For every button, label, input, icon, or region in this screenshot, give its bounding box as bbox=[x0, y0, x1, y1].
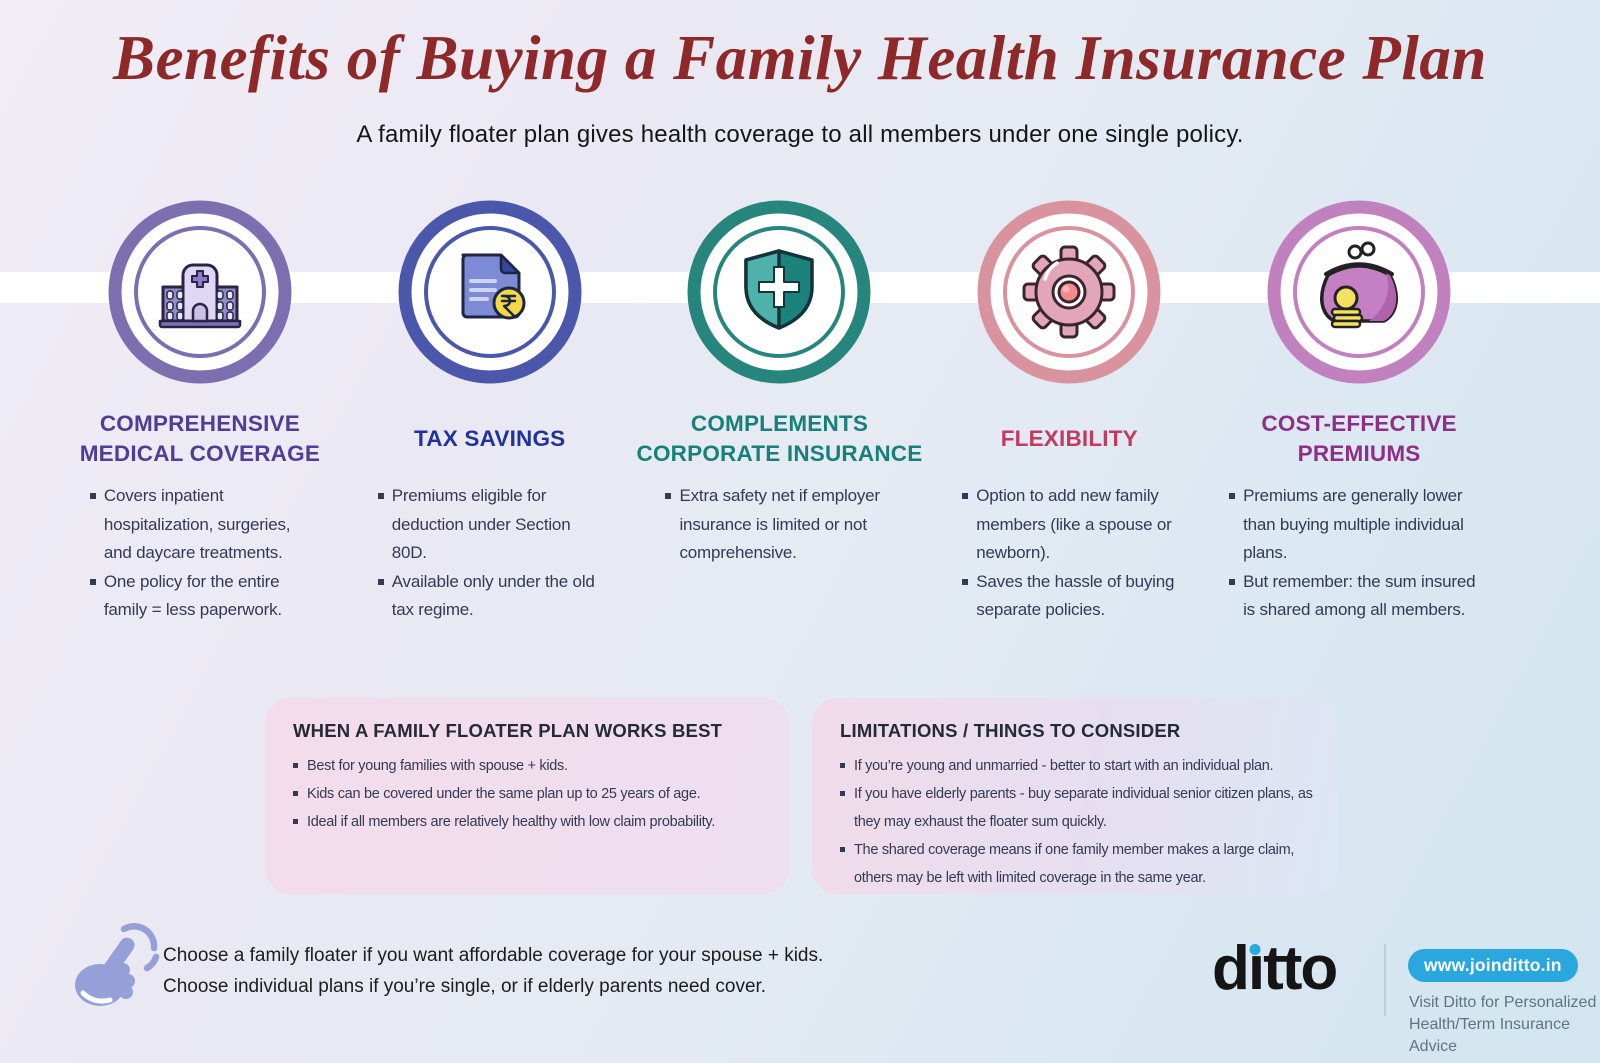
benefit-column-corporate-insurance: COMPLEMENTS CORPORATE INSURANCE Extra sa… bbox=[635, 199, 925, 625]
benefit-bullet: Saves the hassle of buying separate poli… bbox=[962, 568, 1176, 625]
benefits-row: COMPREHENSIVE MEDICAL COVERAGE Covers in… bbox=[0, 199, 1600, 625]
benefit-bullets: Premiums eligible for deduction under Se… bbox=[377, 482, 602, 625]
benefit-column-flexibility: FLEXIBILITY Option to add new family mem… bbox=[924, 199, 1214, 625]
benefit-bullet: Covers inpatient hospitalization, surger… bbox=[89, 482, 310, 568]
logo-i: ı bbox=[1248, 938, 1265, 1000]
box-bullet: Best for young families with spouse + ki… bbox=[293, 752, 771, 780]
benefit-bullets: Premiums are generally lower than buying… bbox=[1229, 482, 1489, 625]
benefit-title-line: COMPLEMENTS bbox=[690, 411, 869, 436]
pointer-hand-icon bbox=[66, 920, 166, 1015]
benefit-bullet: Available only under the old tax regime. bbox=[377, 568, 602, 625]
benefit-title-line: FLEXIBILITY bbox=[1000, 426, 1138, 451]
benefit-column-medical-coverage: COMPREHENSIVE MEDICAL COVERAGE Covers in… bbox=[55, 199, 345, 625]
page-subtitle: A family floater plan gives health cover… bbox=[356, 121, 1244, 148]
box-bullet: The shared coverage means if one family … bbox=[840, 836, 1320, 892]
box-bullet: If you have elderly parents - buy separa… bbox=[840, 780, 1320, 836]
tagline-line: Health/Term Insurance Advice bbox=[1409, 1016, 1570, 1055]
box-bullet: Kids can be covered under the same plan … bbox=[293, 780, 771, 808]
benefit-bullet: Option to add new family members (like a… bbox=[962, 482, 1176, 568]
benefit-bullets: Extra safety net if employer insurance i… bbox=[665, 482, 893, 568]
benefit-title: COST-EFFECTIVE PREMIUMS bbox=[1261, 403, 1456, 475]
hospital-icon bbox=[107, 199, 293, 385]
benefit-bullets: Covers inpatient hospitalization, surger… bbox=[89, 482, 310, 625]
benefit-title: COMPLEMENTS CORPORATE INSURANCE bbox=[637, 403, 923, 475]
benefit-title-line: COMPREHENSIVE bbox=[99, 411, 300, 436]
benefit-title: TAX SAVINGS bbox=[414, 403, 565, 475]
logo-letter: d bbox=[1212, 934, 1250, 1003]
box-bullet: If you’re young and unmarried - better t… bbox=[840, 752, 1320, 780]
benefit-bullet: Extra safety net if employer insurance i… bbox=[665, 482, 893, 568]
gear-icon bbox=[976, 199, 1162, 385]
limitations-box: LIMITATIONS / THINGS TO CONSIDER If you’… bbox=[812, 698, 1338, 894]
footer-advice: Choose a family floater if you want affo… bbox=[163, 940, 823, 1002]
box-bullet: Ideal if all members are relatively heal… bbox=[293, 808, 771, 836]
tagline-line: Visit Ditto for Personalized bbox=[1409, 994, 1597, 1011]
logo-dot bbox=[1249, 944, 1261, 955]
website-button[interactable]: www.joinditto.in bbox=[1408, 949, 1578, 982]
benefit-title-line: CORPORATE INSURANCE bbox=[636, 441, 923, 466]
page-title: Benefits of Buying a Family Health Insur… bbox=[113, 23, 1487, 93]
ditto-logo: dı tto bbox=[1212, 938, 1338, 1000]
benefit-bullet: Premiums are generally lower than buying… bbox=[1229, 482, 1489, 568]
benefit-title-line: COST-EFFECTIVE bbox=[1261, 411, 1457, 436]
shield-icon bbox=[686, 199, 872, 385]
benefit-bullet: But remember: the sum insured is shared … bbox=[1229, 568, 1489, 625]
tax-document-icon bbox=[397, 199, 583, 385]
floater-works-best-box: WHEN A FAMILY FLOATER PLAN WORKS BEST Be… bbox=[265, 698, 789, 894]
benefit-title-line: MEDICAL COVERAGE bbox=[79, 441, 321, 466]
benefit-title-line: TAX SAVINGS bbox=[414, 426, 566, 451]
benefit-title: COMPREHENSIVE MEDICAL COVERAGE bbox=[80, 403, 320, 475]
purse-icon bbox=[1266, 199, 1452, 385]
benefit-title: FLEXIBILITY bbox=[1001, 403, 1138, 475]
box-title: WHEN A FAMILY FLOATER PLAN WORKS BEST bbox=[293, 720, 723, 741]
benefit-column-premiums: COST-EFFECTIVE PREMIUMS Premiums are gen… bbox=[1214, 199, 1504, 625]
footer-tagline: Visit Ditto for Personalized Health/Term… bbox=[1409, 992, 1600, 1058]
footer-divider bbox=[1384, 944, 1386, 1016]
benefit-bullet: One policy for the entire family = less … bbox=[89, 568, 310, 625]
benefit-title-line: PREMIUMS bbox=[1297, 441, 1421, 466]
advice-line: Choose a family floater if you want affo… bbox=[163, 945, 824, 966]
advice-line: Choose individual plans if you’re single… bbox=[163, 976, 767, 997]
benefit-bullets: Option to add new family members (like a… bbox=[962, 482, 1176, 625]
box-title: LIMITATIONS / THINGS TO CONSIDER bbox=[840, 720, 1181, 741]
benefit-bullet: Premiums eligible for deduction under Se… bbox=[377, 482, 602, 568]
benefit-column-tax-savings: TAX SAVINGS Premiums eligible for deduct… bbox=[345, 199, 635, 625]
logo-letter: tto bbox=[1263, 934, 1338, 1003]
